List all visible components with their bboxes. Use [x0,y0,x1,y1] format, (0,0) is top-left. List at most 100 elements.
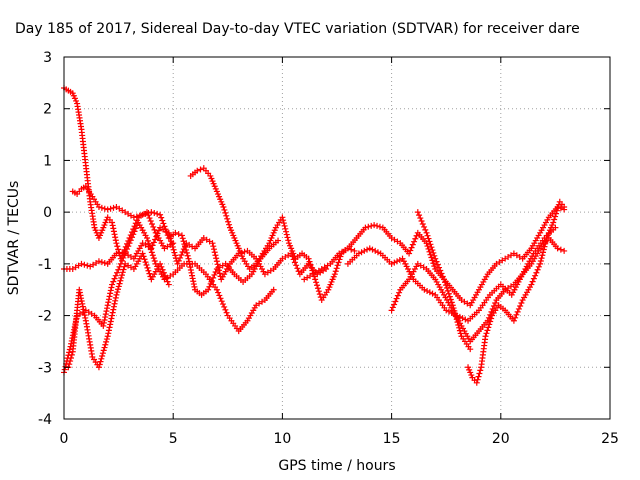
data-point [456,324,463,331]
data-point [157,211,164,218]
data-point [109,309,116,316]
data-point [175,257,182,264]
data-point [121,263,128,270]
data-point [100,319,107,326]
data-point [487,318,494,325]
data-point [105,327,112,334]
data-point [177,254,184,261]
data-point [158,263,165,270]
data-point [182,243,189,250]
data-point [561,203,568,210]
data-point [448,299,455,306]
data-point [449,302,456,309]
data-point [215,264,222,271]
data-point [103,336,110,343]
data-point [68,351,75,358]
data-point [337,253,344,260]
data-point [430,260,437,267]
data-point [139,211,146,218]
data-point [432,255,439,262]
data-point [151,257,158,264]
data-point [108,315,115,322]
data-point [142,210,149,217]
data-point [107,321,114,328]
data-point [171,249,178,256]
data-point [98,204,105,211]
data-point [534,266,541,273]
data-point [459,315,466,322]
data-point [477,367,484,374]
data-point [172,229,179,236]
data-point [66,361,73,368]
data-point [419,220,426,227]
data-point [107,205,114,212]
data-point [433,258,440,265]
data-point [457,330,464,337]
data-point [406,250,413,257]
data-point [102,341,109,348]
data-point [444,287,451,294]
data-point [446,293,453,300]
data-point [426,289,433,296]
data-point [213,258,220,265]
data-point [284,234,291,241]
data-point [148,249,155,256]
data-point [205,286,212,293]
data-point [145,210,152,217]
data-point [528,281,535,288]
data-point [124,246,131,253]
data-point [514,308,521,315]
data-point [241,248,248,255]
data-point [348,246,355,253]
data-point [114,269,121,276]
x-tick-label: 20 [492,431,510,447]
data-point [376,223,383,230]
series-trace-11 [344,224,559,324]
data-point [336,256,343,263]
data-point [142,259,149,266]
data-point [294,265,301,272]
data-point [149,252,156,259]
data-point [153,233,160,240]
data-point [118,274,125,281]
data-point [389,304,396,311]
data-point [105,330,112,337]
data-point [216,267,223,274]
data-point [115,246,122,253]
data-point [369,246,376,253]
data-point [391,259,398,266]
y-tick-label: -4 [38,412,52,428]
data-point [537,257,544,264]
data-point [396,289,403,296]
data-point [150,223,157,230]
data-point [164,278,171,285]
data-point [443,284,450,291]
data-point [104,302,111,309]
data-point [115,286,122,293]
data-point [99,353,106,360]
data-point [209,240,216,247]
data-point [518,300,525,307]
data-point [172,252,179,259]
data-point [115,283,122,290]
data-point [111,275,118,282]
data-point [482,333,489,340]
data-point [211,271,218,278]
data-point [210,246,217,253]
data-point [146,243,153,250]
data-point [103,338,110,345]
data-points [61,85,568,386]
data-point [532,272,539,279]
data-point [108,284,115,291]
data-point [98,355,105,362]
data-point [279,214,286,221]
data-point [114,289,121,296]
data-point [424,232,431,239]
data-point [554,204,561,211]
data-point [141,256,148,263]
data-point [437,267,444,274]
data-point [483,330,490,337]
data-point [105,296,112,303]
data-point [121,251,128,258]
